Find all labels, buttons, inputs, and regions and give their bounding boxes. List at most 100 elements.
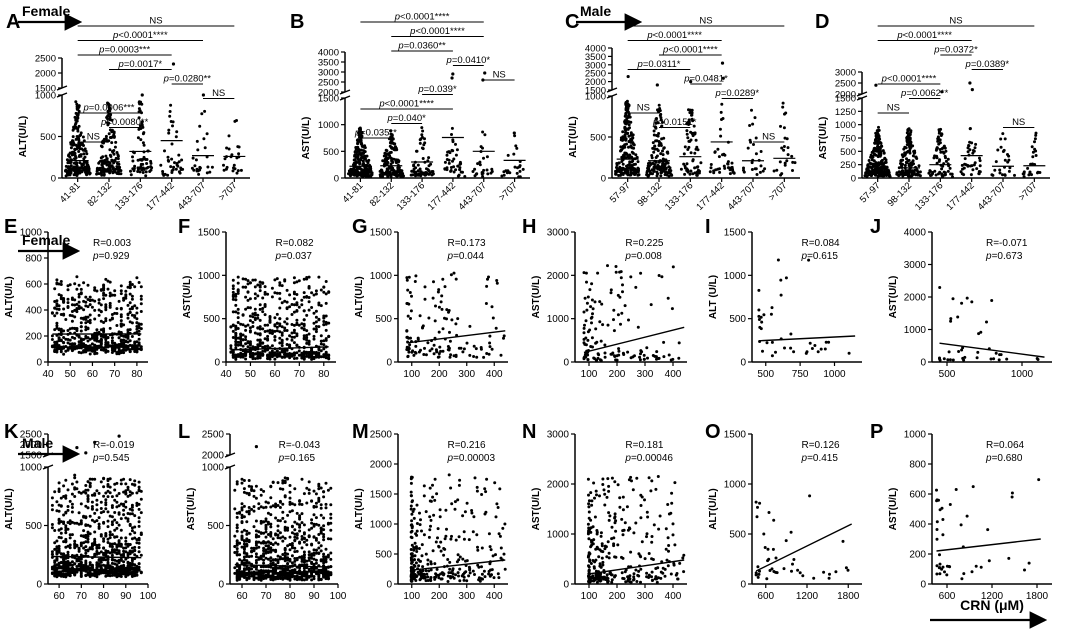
data-point — [137, 520, 141, 524]
comparison-label: NS — [637, 103, 650, 114]
data-point — [119, 517, 123, 521]
y-axis-label: ALT (U/L) — [708, 275, 719, 319]
regression-line — [406, 330, 506, 344]
data-point — [283, 353, 287, 357]
data-point — [236, 291, 240, 295]
data-point — [847, 351, 851, 355]
data-point — [126, 572, 130, 576]
data-point — [996, 148, 1000, 152]
data-point — [73, 544, 77, 548]
data-point — [273, 351, 277, 355]
data-point — [285, 317, 289, 321]
data-point — [353, 172, 357, 176]
data-point — [322, 354, 326, 358]
data-point — [685, 169, 689, 172]
data-point — [105, 157, 109, 161]
data-point — [128, 532, 132, 536]
data-point — [1034, 131, 1038, 135]
y-tick-label: 1500 — [724, 228, 747, 239]
data-point — [93, 537, 97, 541]
data-point — [385, 149, 389, 153]
data-point — [288, 352, 292, 355]
x-tick-label: 400 — [486, 369, 503, 380]
data-point — [619, 322, 622, 326]
data-point — [1036, 171, 1039, 175]
outlier-point — [874, 83, 878, 87]
data-point — [363, 150, 367, 154]
data-point — [1035, 357, 1039, 360]
data-point — [222, 163, 225, 167]
data-point — [966, 150, 970, 154]
point-cloud — [582, 264, 681, 362]
data-point — [914, 155, 918, 159]
y-tick-label: 500 — [40, 132, 56, 143]
data-point — [437, 305, 441, 309]
data-point — [113, 347, 117, 351]
data-point — [448, 339, 452, 343]
data-point — [115, 563, 119, 567]
data-point — [659, 142, 663, 146]
data-point — [97, 546, 101, 550]
data-point — [677, 341, 681, 345]
data-point — [190, 166, 194, 170]
data-point — [657, 144, 661, 147]
data-point — [937, 128, 941, 132]
data-point — [633, 170, 637, 174]
data-point — [305, 341, 309, 345]
data-point — [938, 158, 942, 162]
data-point — [753, 116, 757, 120]
data-point — [110, 533, 114, 537]
data-point — [244, 338, 248, 341]
x-tick-label: >707 — [1017, 180, 1040, 203]
data-point — [246, 345, 250, 349]
data-point — [869, 155, 873, 159]
data-point — [256, 345, 260, 349]
data-point — [115, 548, 119, 552]
data-point — [443, 160, 447, 164]
data-point — [621, 162, 625, 166]
data-point — [419, 174, 423, 178]
comparison-label: p=0.0017* — [118, 59, 163, 70]
data-point — [875, 162, 879, 166]
outlier-point — [483, 71, 487, 75]
data-point — [77, 124, 81, 128]
data-point — [878, 171, 882, 175]
data-point — [784, 276, 788, 280]
data-point — [317, 318, 321, 322]
y-tick-label: 0 — [36, 580, 42, 591]
x-tick-label: 177-442 — [144, 180, 176, 212]
data-point — [126, 494, 130, 498]
data-point — [427, 316, 431, 320]
panel-letter-i: I — [705, 216, 711, 238]
data-point — [133, 563, 137, 567]
data-point — [88, 313, 92, 317]
data-point — [906, 159, 910, 163]
data-point — [437, 330, 441, 334]
data-point — [128, 328, 132, 332]
data-point — [231, 336, 235, 339]
data-point — [72, 165, 76, 169]
data-point — [66, 573, 70, 577]
data-point — [899, 158, 903, 162]
data-point — [100, 173, 104, 177]
data-point — [685, 132, 689, 136]
data-point — [128, 566, 132, 570]
data-point — [456, 317, 460, 321]
data-point — [594, 327, 598, 331]
data-point — [521, 167, 525, 171]
data-point — [253, 318, 257, 322]
data-point — [877, 169, 881, 173]
data-point — [877, 135, 881, 139]
data-point — [253, 285, 257, 289]
data-point — [963, 157, 967, 161]
data-point — [86, 494, 90, 498]
data-point — [754, 152, 758, 156]
data-point — [591, 345, 594, 349]
comparison-label: p=0.0410* — [446, 55, 491, 66]
y-tick-label: 4000 — [585, 44, 606, 55]
data-point — [419, 137, 423, 141]
data-point — [327, 356, 331, 360]
data-point — [439, 349, 443, 353]
data-point — [66, 329, 70, 332]
